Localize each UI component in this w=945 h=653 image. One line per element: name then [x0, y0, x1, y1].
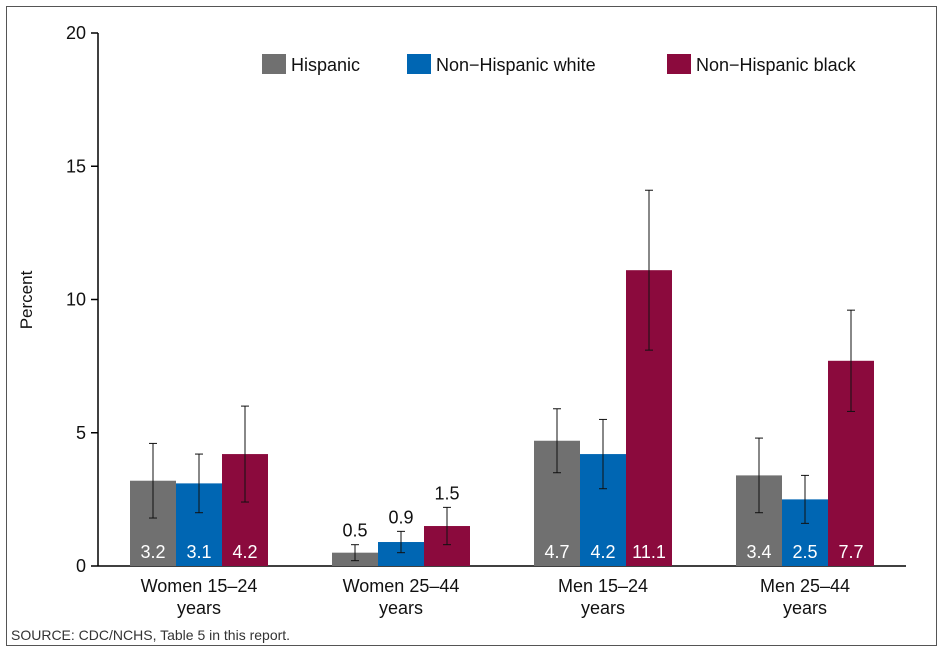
x-category-label: years: [783, 598, 827, 618]
legend-swatch: [262, 54, 286, 74]
data-label: 11.1: [632, 542, 666, 562]
x-category-label: years: [379, 598, 423, 618]
y-tick-label: 15: [66, 156, 86, 176]
data-label: 4.2: [232, 542, 257, 562]
legend-swatch: [407, 54, 431, 74]
data-label: 1.5: [434, 483, 459, 503]
legend-label: Hispanic: [291, 55, 360, 75]
x-category-label: Women 15–24: [141, 576, 258, 596]
y-tick-label: 20: [66, 23, 86, 43]
bar: [378, 542, 424, 566]
data-label: 4.2: [590, 542, 615, 562]
bars: 3.2 3.1 4.2 0.5 0.9 1.5 4.7 4.2 11.1 3.4 2.5 7.7: [130, 189, 874, 566]
x-category-label: years: [177, 598, 221, 618]
legend-label: Non−Hispanic white: [436, 55, 596, 75]
y-tick-label: 0: [76, 556, 86, 576]
data-label: 0.5: [342, 521, 367, 541]
y-axis: 0 5 10 15 20: [66, 23, 99, 576]
data-label: 4.7: [544, 542, 569, 562]
x-category-label: Men 25–44: [760, 576, 850, 596]
data-label: 7.7: [838, 542, 863, 562]
data-label: 3.1: [186, 542, 211, 562]
y-tick-label: 10: [66, 290, 86, 310]
source-note: SOURCE: CDC/NCHS, Table 5 in this report…: [11, 627, 291, 643]
y-axis-label: Percent: [17, 270, 36, 329]
data-label: 2.5: [792, 542, 817, 562]
x-category-label: Women 25–44: [343, 576, 460, 596]
data-label: 3.4: [746, 542, 771, 562]
legend: Hispanic Non−Hispanic white Non−Hispanic b…: [262, 54, 857, 75]
x-category-label: years: [581, 598, 625, 618]
legend-swatch: [667, 54, 691, 74]
data-label: 3.2: [140, 542, 165, 562]
y-tick-label: 5: [76, 423, 86, 443]
data-label: 0.9: [388, 507, 413, 527]
legend-label: Non−Hispanic black: [696, 55, 857, 75]
x-category-label: Men 15–24: [558, 576, 648, 596]
